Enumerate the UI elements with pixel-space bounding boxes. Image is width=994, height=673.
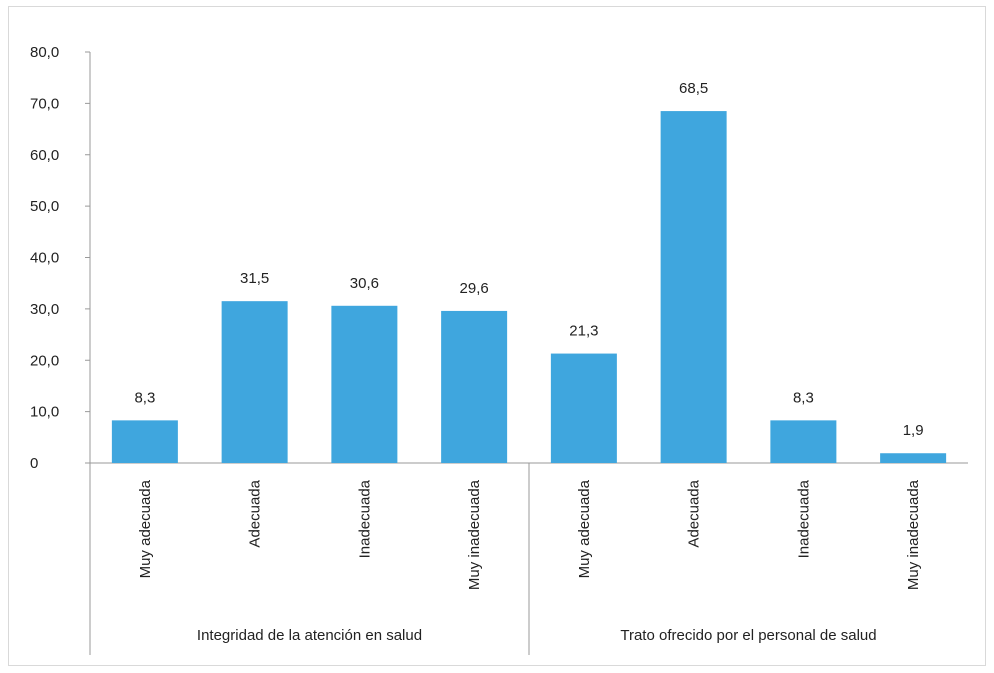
category-label: Inadecuada — [795, 479, 812, 558]
bar — [770, 420, 837, 463]
y-tick-label: 0 — [30, 455, 38, 472]
y-tick-label: 30,0 — [30, 301, 59, 318]
category-label: Muy adecuada — [576, 479, 593, 578]
data-label: 8,3 — [134, 389, 155, 406]
category-label: Muy adecuada — [137, 479, 154, 578]
y-tick-label: 40,0 — [30, 250, 59, 267]
data-label: 30,6 — [350, 275, 379, 292]
data-label: 68,5 — [679, 80, 708, 97]
data-label: 31,5 — [240, 270, 269, 287]
bar — [331, 305, 398, 463]
data-label: 29,6 — [460, 280, 489, 297]
category-label: Adecuada — [686, 479, 703, 547]
y-tick-label: 10,0 — [30, 404, 59, 421]
bar — [441, 310, 508, 463]
bar — [550, 353, 617, 463]
group-label: Trato ofrecido por el personal de salud — [620, 627, 876, 644]
bar — [221, 301, 288, 463]
group-label: Integridad de la atención en salud — [197, 627, 422, 644]
data-label: 8,3 — [793, 389, 814, 406]
data-label: 1,9 — [903, 422, 924, 439]
y-tick-label: 60,0 — [30, 147, 59, 164]
bar — [880, 453, 947, 463]
y-tick-label: 80,0 — [30, 44, 59, 61]
bar — [111, 420, 178, 463]
y-tick-label: 50,0 — [30, 198, 59, 215]
category-label: Inadecuada — [356, 479, 373, 558]
bar — [660, 111, 727, 464]
y-tick-label: 70,0 — [30, 95, 59, 112]
y-tick-label: 20,0 — [30, 352, 59, 369]
data-label: 21,3 — [569, 323, 598, 340]
category-label: Adecuada — [247, 479, 264, 547]
category-label: Muy inadecuada — [905, 479, 922, 590]
category-label: Muy inadecuada — [466, 479, 483, 590]
